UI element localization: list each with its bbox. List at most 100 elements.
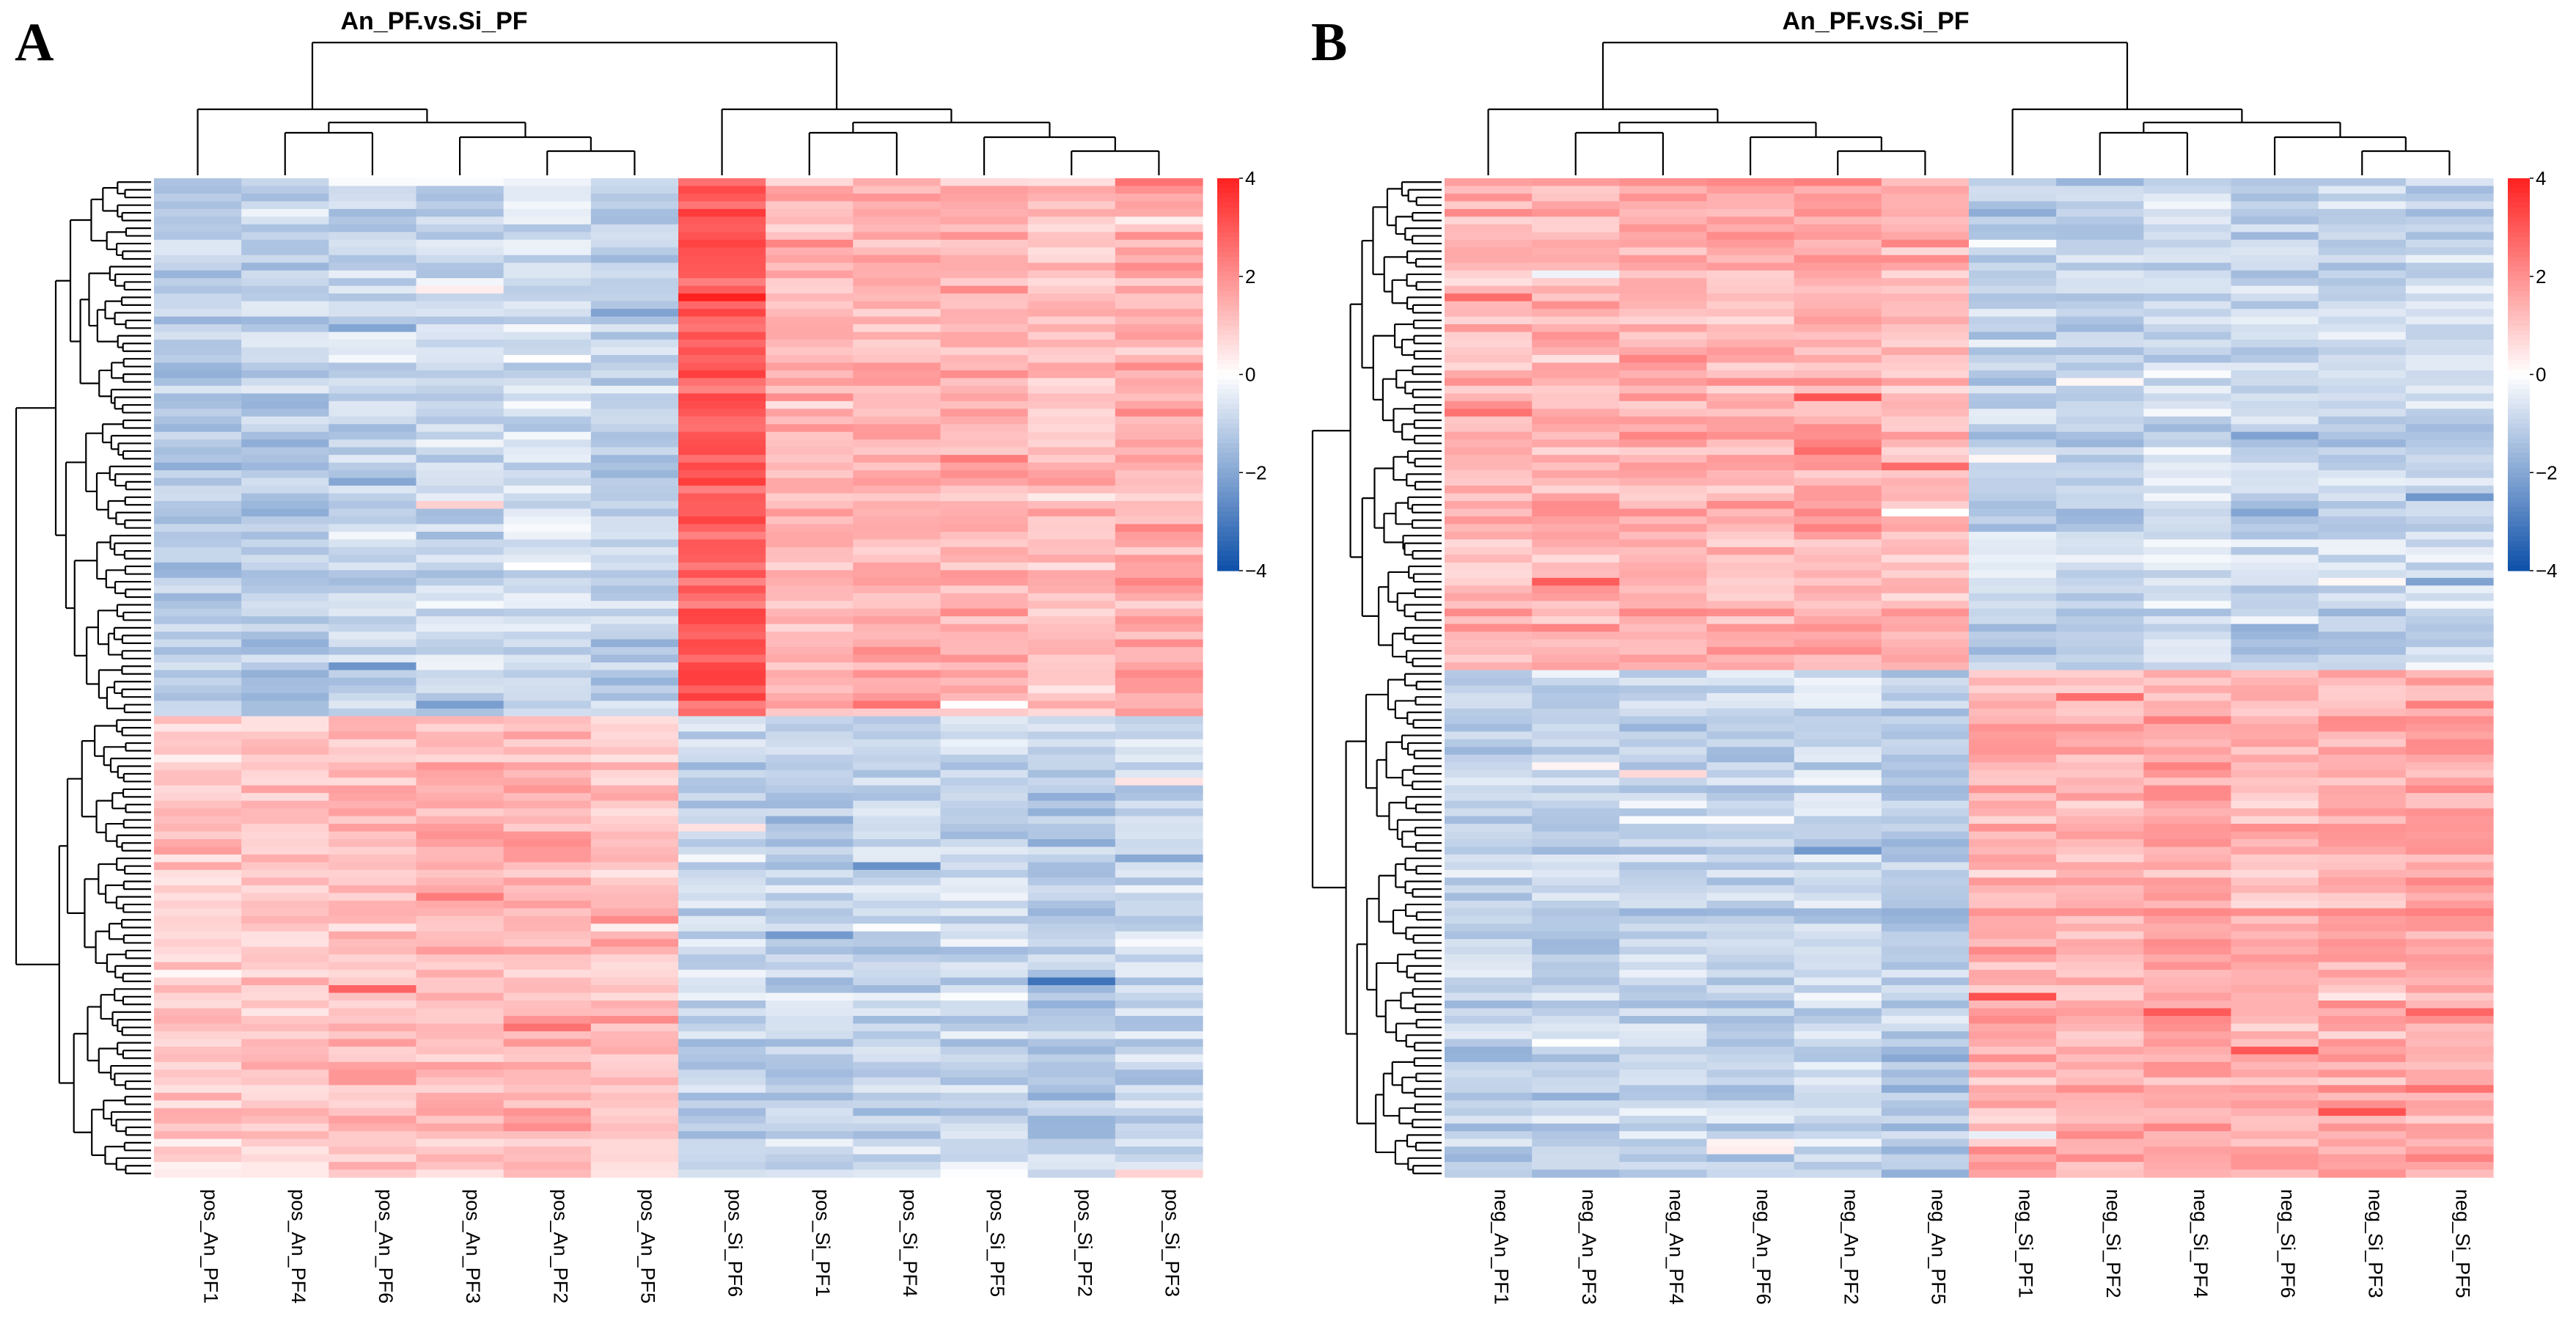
heatmap-cell (154, 486, 242, 494)
heatmap-cell (241, 893, 329, 901)
heatmap-cell (2056, 1031, 2144, 1040)
heatmap-cell (2143, 278, 2232, 287)
heatmap-cell (2056, 854, 2144, 863)
heatmap-cell (678, 785, 766, 794)
heatmap-cell (1532, 354, 1620, 364)
heatmap-cell (1794, 1077, 1882, 1086)
heatmap-cell (1619, 216, 1708, 225)
heatmap-cell (766, 393, 854, 402)
heatmap-cell (678, 562, 766, 571)
heatmap-cell (329, 623, 417, 632)
colorbar-segment (1217, 394, 1239, 400)
heatmap-cell (1532, 324, 1620, 333)
heatmap-cell (2405, 1138, 2494, 1147)
heatmap-cell (2231, 570, 2319, 579)
heatmap-cell (1619, 478, 1708, 486)
heatmap-cell (2318, 954, 2407, 963)
heatmap-cell (2056, 723, 2144, 732)
heatmap-cell (1115, 347, 1203, 356)
heatmap-cell (766, 1061, 854, 1070)
heatmap-cell (766, 301, 854, 310)
heatmap-cell (241, 232, 329, 241)
heatmap-cell (940, 224, 1029, 233)
heatmap-cell (1027, 678, 1116, 687)
colorbar-segment (1217, 237, 1239, 243)
heatmap-cell (1445, 1008, 1533, 1017)
heatmap-cell (940, 616, 1029, 625)
heatmap-cell (940, 824, 1029, 833)
heatmap-cell (329, 439, 417, 448)
heatmap-cell (241, 1061, 329, 1070)
heatmap-cell (416, 255, 504, 263)
heatmap-cell (1027, 362, 1116, 371)
heatmap-cell (241, 354, 329, 364)
heatmap-cell (503, 270, 592, 279)
heatmap-cell (1969, 1061, 2057, 1070)
heatmap-cell (2405, 716, 2494, 725)
heatmap-cell (1532, 393, 1620, 402)
heatmap-cell (1794, 354, 1882, 364)
heatmap-cell (329, 1015, 417, 1025)
heatmap-cell (1706, 601, 1795, 610)
colorbar-segment (1217, 472, 1239, 478)
heatmap-cell (2318, 1146, 2407, 1155)
heatmap-cell (1619, 1069, 1708, 1078)
heatmap-cell (2231, 1023, 2319, 1032)
heatmap-cell (416, 1100, 504, 1109)
heatmap-cell (1706, 739, 1795, 747)
heatmap-cell (416, 524, 504, 533)
heatmap-cell (1532, 754, 1620, 763)
heatmap-cell (2318, 616, 2407, 625)
heatmap-cell (1706, 616, 1795, 625)
colorbar-segment (1217, 438, 1239, 444)
heatmap-cell (241, 370, 329, 378)
heatmap-cell (241, 247, 329, 256)
heatmap-cell (678, 992, 766, 1001)
heatmap-cell (154, 462, 242, 471)
heatmap-cell (2318, 723, 2407, 732)
heatmap-cell (1027, 539, 1116, 548)
heatmap-cell (678, 593, 766, 601)
heatmap-cell (2318, 409, 2407, 417)
heatmap-cell (678, 301, 766, 310)
heatmap-cell (1881, 970, 1970, 979)
column-label: neg_Si_PF1 (2015, 1189, 2037, 1298)
heatmap-cell (2405, 546, 2494, 555)
heatmap-cell (1881, 208, 1970, 217)
heatmap-cell (1532, 524, 1620, 533)
colorbar-segment (1217, 202, 1239, 208)
heatmap-cell (416, 854, 504, 863)
heatmap-cell (766, 831, 854, 840)
heatmap-cell (503, 1123, 592, 1132)
heatmap-cell (1969, 486, 2057, 494)
heatmap-cell (416, 954, 504, 963)
heatmap-cell (940, 263, 1029, 271)
heatmap-cell (1706, 747, 1795, 756)
colorbar-segment (1217, 305, 1239, 312)
heatmap-cell (853, 347, 942, 356)
heatmap-cell (2405, 1100, 2494, 1109)
heatmap-cell (1532, 193, 1620, 202)
heatmap-cell (1794, 708, 1882, 717)
heatmap-cell (2318, 486, 2407, 494)
heatmap-cell (2231, 1039, 2319, 1047)
heatmap-cell (1619, 316, 1708, 325)
heatmap-cell (241, 201, 329, 210)
heatmap-cell (1115, 1069, 1203, 1078)
heatmap-cell (1881, 416, 1970, 425)
heatmap-cell (590, 216, 679, 225)
heatmap-cell (940, 293, 1029, 302)
heatmap-cell (590, 1169, 679, 1178)
heatmap-cell (154, 692, 242, 702)
heatmap-cell (1115, 601, 1203, 610)
heatmap-cell (678, 347, 766, 356)
heatmap-cell (1881, 1077, 1970, 1086)
heatmap-cell (503, 716, 592, 725)
heatmap-cell (1532, 985, 1620, 994)
heatmap-cell (1706, 493, 1795, 502)
heatmap-cell (2318, 1008, 2407, 1017)
heatmap-cell (853, 716, 942, 725)
heatmap-cell (1706, 447, 1795, 456)
heatmap-cell (1532, 692, 1620, 702)
heatmap-cell (416, 393, 504, 402)
